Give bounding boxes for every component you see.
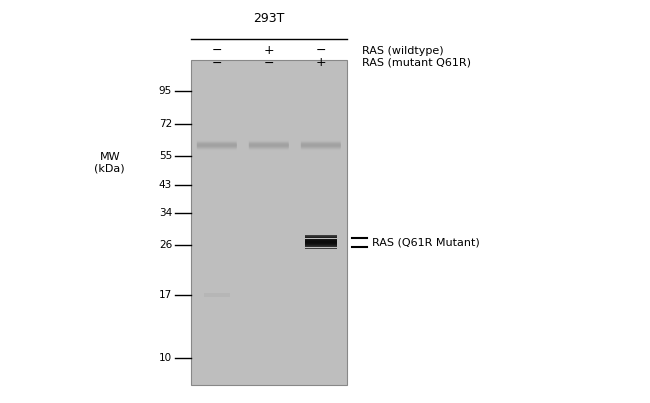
Bar [204, 293, 230, 297]
Text: RAS (Q61R Mutant): RAS (Q61R Mutant) [372, 237, 480, 247]
Bar [305, 247, 337, 249]
Text: 17: 17 [159, 290, 172, 300]
Text: RAS (mutant Q61R): RAS (mutant Q61R) [363, 58, 471, 68]
Text: 95: 95 [159, 86, 172, 96]
FancyBboxPatch shape [197, 143, 237, 147]
Bar [305, 246, 337, 247]
FancyBboxPatch shape [301, 141, 341, 145]
FancyBboxPatch shape [197, 144, 237, 148]
Text: −: − [316, 44, 326, 57]
Bar [305, 240, 337, 241]
FancyBboxPatch shape [197, 141, 237, 145]
FancyBboxPatch shape [197, 142, 237, 146]
Text: +: + [263, 44, 274, 57]
Text: 26: 26 [159, 240, 172, 249]
FancyBboxPatch shape [249, 145, 289, 150]
Bar [305, 241, 337, 242]
Text: 10: 10 [159, 353, 172, 363]
FancyBboxPatch shape [249, 142, 289, 146]
Text: 43: 43 [159, 180, 172, 190]
Text: −: − [264, 56, 274, 69]
Bar [305, 243, 337, 244]
Text: MW
(kDa): MW (kDa) [94, 152, 125, 173]
Text: 72: 72 [159, 119, 172, 129]
Bar [305, 236, 337, 237]
Bar [305, 237, 337, 239]
FancyBboxPatch shape [301, 142, 341, 146]
Text: 34: 34 [159, 208, 172, 218]
Bar [305, 244, 337, 245]
FancyBboxPatch shape [301, 145, 341, 150]
Bar [305, 242, 337, 243]
Text: 293T: 293T [253, 12, 285, 25]
FancyBboxPatch shape [301, 143, 341, 147]
Text: −: − [212, 56, 222, 69]
Text: −: − [212, 44, 222, 57]
FancyBboxPatch shape [301, 144, 341, 148]
Bar [305, 235, 337, 236]
Text: RAS (wildtype): RAS (wildtype) [363, 46, 444, 56]
FancyBboxPatch shape [197, 145, 237, 150]
FancyBboxPatch shape [249, 144, 289, 148]
Text: +: + [315, 56, 326, 69]
FancyBboxPatch shape [249, 143, 289, 147]
Text: 55: 55 [159, 151, 172, 161]
Bar [305, 245, 337, 246]
FancyBboxPatch shape [249, 141, 289, 145]
